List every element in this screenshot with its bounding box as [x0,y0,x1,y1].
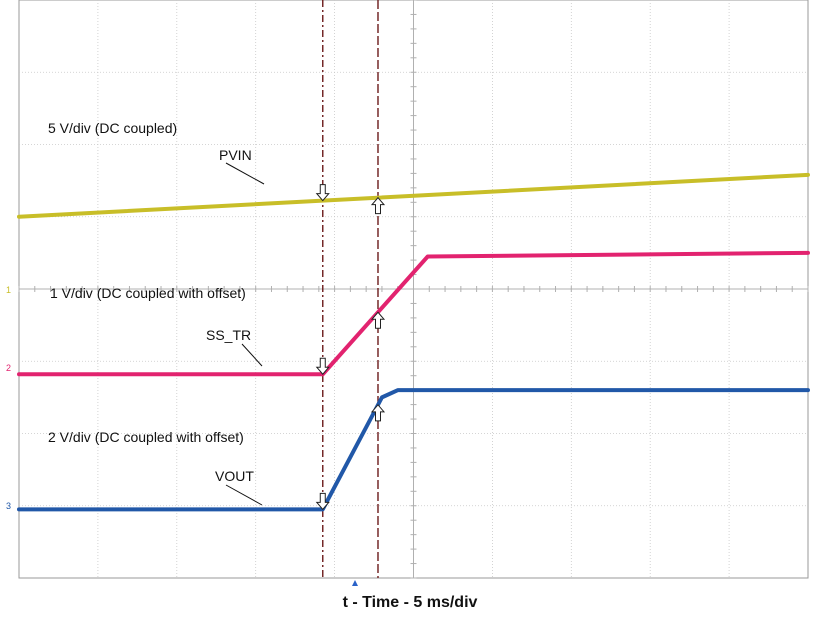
pvin-scale-label: 5 V/div (DC coupled) [48,120,177,136]
vout-series-label: VOUT [215,468,254,484]
channel-tag-1: 1 [6,285,11,295]
channel-tag-3: 3 [6,501,11,511]
cursor-markers [315,184,386,511]
annotations: 5 V/div (DC coupled) 1 V/div (DC coupled… [6,120,358,586]
ss-tr-scale-label: 1 V/div (DC coupled with offset) [50,285,246,301]
trigger-position-icon [352,580,358,586]
graticule [18,0,809,579]
arrow-up-icon [370,196,386,215]
vout-leader-line [225,484,263,506]
cursor-lines [322,0,379,578]
pvin-leader-line [225,162,265,185]
channel-tag-2: 2 [6,363,11,373]
pvin-series-label: PVIN [219,147,252,163]
arrow-up-icon [370,404,386,422]
trace-vout [17,388,810,512]
x-axis-label: t - Time - 5 ms/div [342,594,478,611]
arrow-down-icon [315,184,330,202]
arrow-down-icon [315,357,330,376]
vout-scale-label: 2 V/div (DC coupled with offset) [48,429,244,445]
ss-tr-leader-line [241,343,263,367]
arrow-down-icon [315,492,330,511]
ss-tr-series-label: SS_TR [206,327,251,343]
arrow-up-icon [370,311,386,329]
trace-pvin [17,172,810,219]
